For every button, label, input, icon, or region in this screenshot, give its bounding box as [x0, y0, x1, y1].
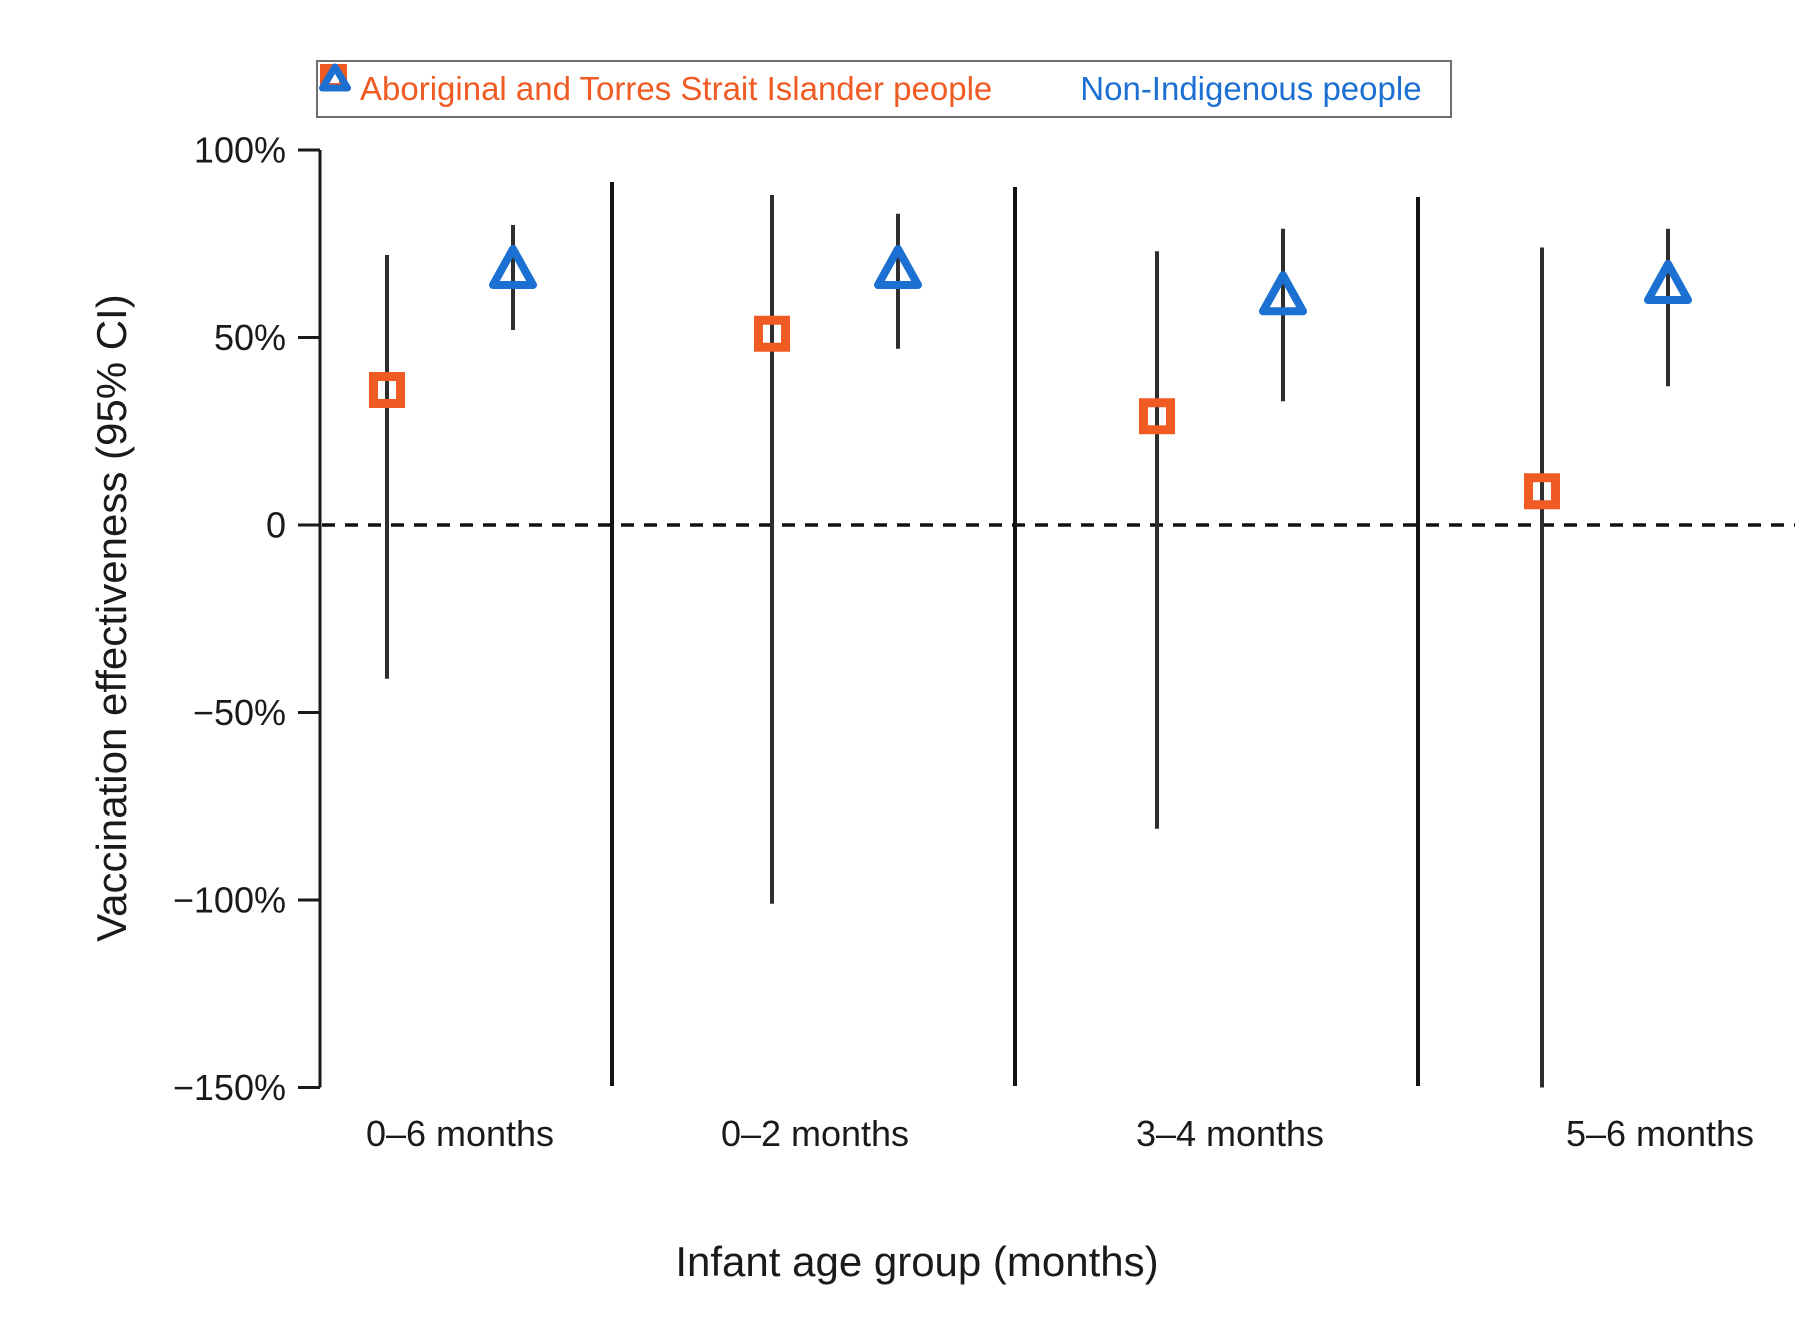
legend-item-indigenous: Aboriginal and Torres Strait Islander pe…	[320, 64, 993, 108]
point-estimate-triangle-marker	[489, 245, 537, 289]
point-estimate-square-marker	[1524, 473, 1560, 510]
y-tick-label: −100%	[173, 880, 286, 921]
x-tick-label: 0–6 months	[366, 1113, 554, 1154]
y-tick-label: 0	[266, 505, 286, 546]
y-tick-label: −50%	[193, 692, 286, 733]
legend-label-non-indigenous: Non-Indigenous people	[1080, 70, 1422, 107]
x-tick-label: 5–6 months	[1566, 1113, 1754, 1154]
point-estimate-triangle-marker	[1259, 271, 1307, 316]
legend-label-indigenous: Aboriginal and Torres Strait Islander pe…	[360, 70, 993, 107]
point-estimate-triangle-marker	[874, 245, 922, 289]
legend: Aboriginal and Torres Strait Islander pe…	[316, 60, 1452, 118]
point-estimate-triangle-marker	[1644, 260, 1692, 304]
x-tick-label: 3–4 months	[1136, 1113, 1324, 1154]
y-tick-label: −150%	[173, 1067, 286, 1108]
y-tick-label: 50%	[214, 317, 286, 358]
x-axis-title: Infant age group (months)	[675, 1238, 1159, 1285]
point-estimate-square-marker	[1139, 398, 1175, 435]
y-axis-title: Vaccination effectiveness (95% CI)	[88, 294, 135, 942]
legend-item-non-indigenous: Non-Indigenous people	[319, 63, 1422, 108]
y-tick-label: 100%	[194, 130, 286, 171]
point-estimate-square-marker	[754, 315, 790, 352]
point-estimate-square-marker	[369, 372, 405, 408]
x-tick-label: 0–2 months	[721, 1113, 909, 1154]
